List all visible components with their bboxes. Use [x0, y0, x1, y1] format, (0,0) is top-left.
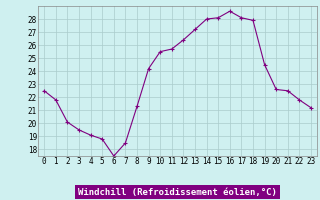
- Text: Windchill (Refroidissement éolien,°C): Windchill (Refroidissement éolien,°C): [78, 188, 277, 196]
